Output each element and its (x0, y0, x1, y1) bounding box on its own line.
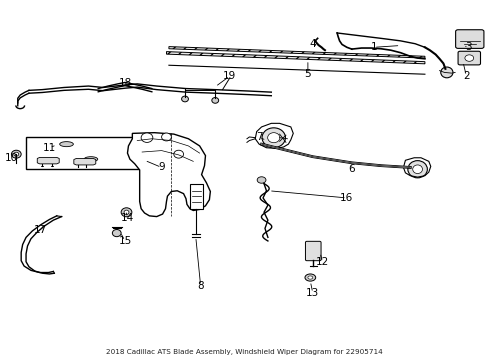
Ellipse shape (121, 208, 132, 217)
Ellipse shape (464, 55, 473, 61)
FancyBboxPatch shape (457, 51, 480, 65)
Ellipse shape (267, 133, 279, 143)
Ellipse shape (407, 161, 427, 178)
Text: 18: 18 (118, 78, 131, 88)
Text: 12: 12 (315, 257, 328, 267)
Ellipse shape (161, 133, 171, 141)
Text: 3: 3 (465, 42, 471, 52)
Text: 13: 13 (305, 288, 319, 298)
Text: 5: 5 (304, 69, 310, 79)
Ellipse shape (262, 128, 285, 148)
Text: 19: 19 (223, 71, 236, 81)
FancyBboxPatch shape (26, 137, 143, 168)
Ellipse shape (257, 177, 265, 183)
FancyBboxPatch shape (305, 241, 321, 261)
Ellipse shape (124, 210, 129, 215)
Text: 11: 11 (43, 143, 56, 153)
Ellipse shape (181, 96, 188, 102)
Ellipse shape (307, 276, 312, 279)
Ellipse shape (84, 157, 98, 162)
Ellipse shape (440, 67, 452, 78)
Ellipse shape (412, 165, 422, 174)
Polygon shape (189, 184, 203, 209)
Polygon shape (168, 46, 424, 58)
Text: 15: 15 (118, 236, 131, 246)
Text: 17: 17 (34, 225, 47, 235)
Text: 7: 7 (255, 132, 262, 142)
Ellipse shape (141, 133, 153, 143)
Ellipse shape (211, 98, 218, 103)
Ellipse shape (305, 274, 315, 281)
Polygon shape (74, 158, 96, 165)
Text: 14: 14 (121, 213, 134, 222)
Text: 8: 8 (197, 281, 203, 291)
Text: 2018 Cadillac ATS Blade Assembly, Windshield Wiper Diagram for 22905714: 2018 Cadillac ATS Blade Assembly, Windsh… (106, 348, 382, 355)
FancyBboxPatch shape (455, 30, 483, 48)
Ellipse shape (173, 150, 183, 158)
Text: 16: 16 (340, 193, 353, 203)
Text: 6: 6 (348, 164, 354, 174)
Text: 10: 10 (5, 153, 18, 163)
Ellipse shape (60, 141, 73, 147)
Polygon shape (166, 51, 424, 64)
Text: 4: 4 (309, 39, 315, 49)
Ellipse shape (14, 152, 19, 156)
Text: 1: 1 (369, 42, 376, 52)
Polygon shape (127, 133, 210, 217)
Polygon shape (37, 157, 59, 164)
Text: 9: 9 (158, 162, 164, 172)
Ellipse shape (11, 150, 21, 158)
Text: 2: 2 (462, 71, 468, 81)
Ellipse shape (112, 229, 121, 237)
